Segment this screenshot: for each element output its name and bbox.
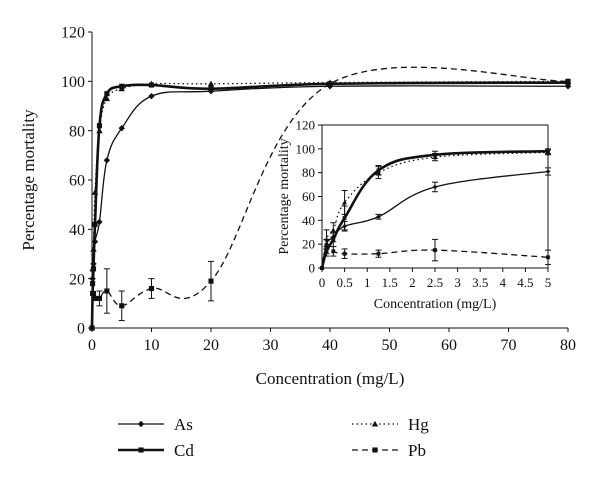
data-point-as	[103, 157, 111, 164]
data-point-pb	[376, 251, 381, 256]
data-point-cd	[331, 237, 336, 242]
data-point-hg	[376, 170, 381, 175]
x-tick-label: 2	[409, 275, 416, 290]
y-tick-label: 40	[69, 222, 85, 239]
y-tick-label: 100	[61, 74, 85, 91]
data-point-pb	[92, 295, 98, 301]
x-tick-label: 80	[560, 337, 576, 354]
data-point-as	[118, 125, 125, 132]
series-line-hg	[321, 151, 549, 269]
data-point-pb	[433, 248, 437, 253]
y-tick-label: 100	[296, 141, 316, 156]
data-point-pb	[331, 249, 336, 254]
data-point-hg	[545, 150, 551, 155]
y-tick-label: 0	[309, 261, 316, 276]
x-tick-label: 30	[263, 337, 279, 354]
data-point-pb	[565, 78, 571, 84]
data-point-as	[376, 214, 381, 220]
x-axis-title: Concentration (mg/L)	[374, 297, 497, 312]
data-point-hg	[330, 227, 336, 232]
data-point-pb	[324, 244, 329, 249]
data-point-hg	[432, 154, 438, 160]
data-point-pb	[327, 81, 333, 87]
inset-plot: 0 20 40 60 80 100 120 0 0.5 1 1.5 2 2.5 3 3.5 4 4.5 5 Conc…	[277, 118, 551, 312]
data-point-cd	[342, 216, 347, 220]
data-point-hg	[96, 127, 103, 134]
y-tick-label: 120	[61, 25, 85, 42]
data-point-pb	[208, 278, 214, 284]
data-point-cd	[96, 123, 102, 129]
data-point-pb	[104, 288, 110, 294]
x-tick-label: 3.5	[472, 275, 488, 290]
data-point-pb	[546, 255, 550, 260]
x-tick-label: 1.5	[382, 275, 398, 290]
data-point-hg	[148, 80, 155, 87]
data-point-as	[148, 92, 155, 100]
x-tick-label: 0	[88, 337, 96, 354]
x-tick-label: 0	[319, 275, 326, 290]
data-point-hg	[342, 200, 347, 205]
data-point-as	[545, 169, 551, 174]
legend-label-as: As	[174, 415, 193, 434]
data-point-pb	[89, 325, 95, 331]
y-tick-label: 120	[296, 118, 316, 133]
x-tick-label: 40	[322, 337, 338, 354]
y-tick-label: 0	[77, 321, 85, 338]
x-tick-label: 70	[501, 337, 517, 354]
x-tick-label: 10	[144, 337, 160, 354]
data-point-pb	[320, 266, 324, 270]
x-tick-label: 3	[454, 275, 461, 290]
y-axis-title: Percentage mortality	[19, 109, 38, 251]
data-point-hg	[118, 85, 125, 92]
legend-marker-as	[137, 420, 145, 428]
legend-label-cd: Cd	[174, 441, 194, 460]
data-point-hg	[90, 245, 97, 252]
y-tick-label: 80	[302, 165, 315, 180]
data-point-as	[96, 218, 103, 226]
data-point-hg	[89, 265, 96, 272]
data-point-cd	[92, 221, 98, 227]
y-tick-label: 60	[69, 173, 85, 190]
legend-marker-pb	[372, 447, 378, 453]
legend-label-hg: Hg	[408, 415, 429, 434]
x-tick-label: 1	[364, 275, 371, 290]
y-tick-label: 80	[69, 123, 85, 140]
legend-label-pb: Pb	[408, 441, 426, 460]
x-tick-label: 2.5	[427, 275, 443, 290]
x-tick-label: 0.5	[336, 275, 352, 290]
data-point-cd	[208, 86, 214, 92]
data-point-hg	[207, 80, 215, 87]
y-tick-label: 20	[302, 237, 315, 252]
data-point-cd	[104, 91, 110, 97]
x-axis-title: Concentration (mg/L)	[256, 369, 405, 388]
x-tick-label: 4.5	[517, 275, 533, 290]
legend-marker-hg	[371, 420, 379, 427]
x-tick-label: 20	[203, 337, 219, 354]
data-point-pb	[90, 290, 97, 297]
data-point-as	[432, 184, 438, 190]
x-tick-label: 50	[382, 337, 398, 354]
legend-marker-cd	[138, 447, 144, 453]
y-axis-title: Percentage mortality	[277, 138, 292, 254]
data-point-hg	[91, 189, 99, 195]
data-point-pb	[96, 295, 102, 301]
data-point-pb	[148, 285, 155, 292]
x-tick-label: 4	[500, 275, 507, 290]
data-point-pb	[342, 251, 347, 256]
x-tick-label: 5	[545, 275, 552, 290]
y-tick-label: 20	[69, 271, 85, 288]
data-point-pb	[119, 303, 125, 309]
data-point-hg	[103, 95, 111, 102]
legend: As Hg Cd Pb	[118, 415, 429, 460]
y-tick-label: 60	[302, 189, 315, 204]
data-point-pb	[90, 281, 96, 287]
y-tick-label: 40	[302, 213, 315, 228]
x-tick-label: 60	[441, 337, 457, 354]
